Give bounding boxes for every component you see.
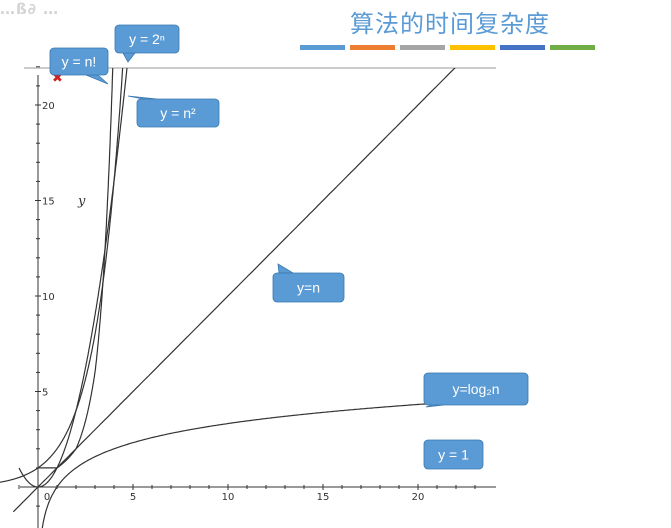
x-tick-label: 10 xyxy=(222,492,235,503)
red-marker: ✖ xyxy=(52,71,63,86)
series-label: y = 2ⁿ xyxy=(129,31,165,47)
page-title: 算法的时间复杂度 xyxy=(350,10,550,38)
swatch-yellow xyxy=(450,45,495,50)
series-label: y=n xyxy=(297,280,320,296)
swatch-blue xyxy=(300,45,345,50)
curve-n xyxy=(38,68,114,469)
series-label: y = 1 xyxy=(438,447,469,463)
x-tick-label: 15 xyxy=(317,492,330,503)
color-swatch-bar xyxy=(300,45,596,51)
watermark-text: …ß∂ … xyxy=(0,0,60,18)
callout-tail xyxy=(127,95,158,100)
callout-log2n: y=log₂n xyxy=(423,372,529,408)
curve-2n xyxy=(0,68,124,483)
curve-log2n xyxy=(41,400,476,528)
curve-n2 xyxy=(18,68,128,488)
callout-box xyxy=(136,98,220,128)
y-tick-label: 10 xyxy=(42,292,55,303)
swatch-green xyxy=(550,45,595,50)
x-tick-label: 0 xyxy=(44,492,50,503)
callout-box xyxy=(423,372,529,406)
callout-2n: y = 2ⁿ xyxy=(114,24,180,63)
series-label: y = n² xyxy=(160,105,196,121)
y-tick-label: 15 xyxy=(42,197,55,208)
curves-group xyxy=(0,68,476,528)
swatch-orange xyxy=(350,45,395,50)
callout-n2: y = n² xyxy=(127,95,220,128)
callout-tail xyxy=(85,74,109,85)
curve-n xyxy=(12,68,456,513)
callout-n: y = n! xyxy=(49,47,109,85)
callout-n: y=n xyxy=(272,263,345,303)
callout-box xyxy=(272,272,345,303)
callout-1: y = 1 xyxy=(423,439,484,470)
callout-box xyxy=(114,24,180,54)
y-tick-label: 20 xyxy=(42,101,55,112)
callout-tail xyxy=(277,263,295,274)
x-tick-label: 20 xyxy=(412,492,425,503)
y-axis-label: y xyxy=(77,194,86,209)
callout-tail xyxy=(122,52,136,63)
x-tick-label: 5 xyxy=(130,492,136,503)
y-tick-label: 5 xyxy=(42,388,48,399)
callout-box xyxy=(49,47,109,76)
series-label: y=log₂n xyxy=(452,381,499,397)
callout-box xyxy=(423,439,484,470)
swatch-darkblue xyxy=(500,45,545,50)
series-label: y = n! xyxy=(62,54,97,70)
swatch-gray xyxy=(400,45,445,50)
